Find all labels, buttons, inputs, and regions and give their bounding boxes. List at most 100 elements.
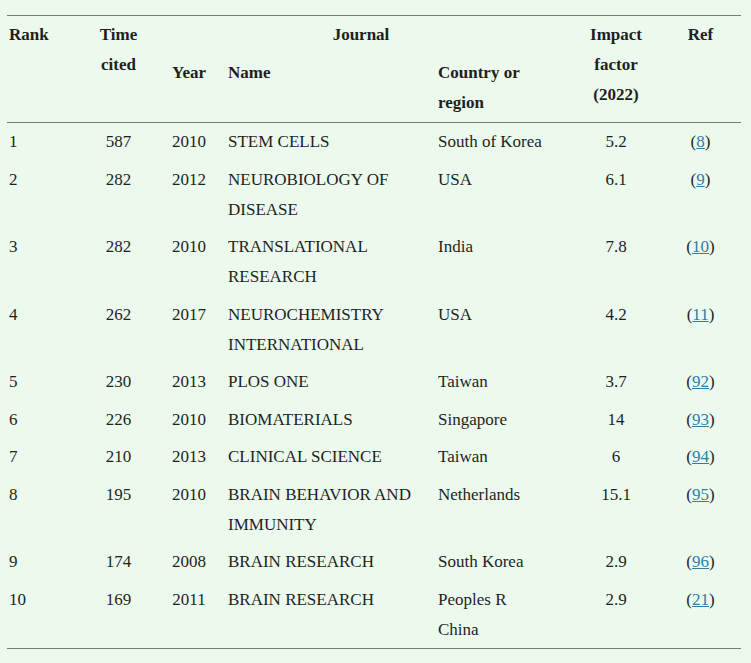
- cell-time-cited: 195: [87, 476, 150, 544]
- ref-link[interactable]: 8: [696, 132, 705, 151]
- cell-year: 2011: [150, 581, 228, 649]
- cell-rank: 1: [7, 123, 87, 161]
- ref-link[interactable]: 11: [692, 305, 708, 324]
- header-row-top: Rank Time cited Journal Impact factor (2…: [7, 16, 741, 55]
- ref-link[interactable]: 21: [692, 590, 709, 609]
- cell-ref: (93): [660, 401, 741, 439]
- ref-link[interactable]: 92: [692, 372, 709, 391]
- ref-link[interactable]: 9: [696, 170, 705, 189]
- ref-paren-close: ): [709, 552, 715, 571]
- cell-rank: 7: [7, 438, 87, 476]
- cell-impact-factor: 4.2: [572, 296, 660, 364]
- cell-journal-name: BIOMATERIALS: [228, 401, 438, 439]
- col-header-journal-group: Journal: [150, 16, 572, 55]
- cell-time-cited: 230: [87, 363, 150, 401]
- cell-impact-factor: 6: [572, 438, 660, 476]
- ref-link[interactable]: 93: [692, 410, 709, 429]
- table-body: 1 587 2010 STEM CELLS South of Korea 5.2…: [7, 123, 741, 649]
- cell-journal-name: CLINICAL SCIENCE: [228, 438, 438, 476]
- col-header-ref: Ref: [660, 16, 741, 123]
- cell-journal-name: BRAIN RESEARCH: [228, 543, 438, 581]
- cell-year: 2013: [150, 363, 228, 401]
- table-row: 7 210 2013 CLINICAL SCIENCE Taiwan 6 (94…: [7, 438, 741, 476]
- cell-impact-factor: 6.1: [572, 161, 660, 229]
- cell-country: South Korea: [438, 543, 572, 581]
- cell-country: Singapore: [438, 401, 572, 439]
- cell-time-cited: 174: [87, 543, 150, 581]
- cell-impact-factor: 2.9: [572, 543, 660, 581]
- cell-ref: (11): [660, 296, 741, 364]
- table-row: 2 282 2012 NEUROBIOLOGY OF DISEASE USA 6…: [7, 161, 741, 229]
- cell-year: 2008: [150, 543, 228, 581]
- col-header-impact-factor: Impact factor (2022): [572, 16, 660, 123]
- table-row: 10 169 2011 BRAIN RESEARCH Peoples R Chi…: [7, 581, 741, 649]
- table-row: 5 230 2013 PLOS ONE Taiwan 3.7 (92): [7, 363, 741, 401]
- col-header-rank: Rank: [7, 16, 87, 123]
- cell-country: Peoples R China: [438, 581, 572, 649]
- ref-paren-close: ): [709, 485, 715, 504]
- ref-link[interactable]: 95: [692, 485, 709, 504]
- cell-rank: 10: [7, 581, 87, 649]
- cell-journal-name: STEM CELLS: [228, 123, 438, 161]
- ref-paren-close: ): [705, 132, 711, 151]
- cell-time-cited: 282: [87, 161, 150, 229]
- cell-country: USA: [438, 161, 572, 229]
- cell-year: 2013: [150, 438, 228, 476]
- cell-journal-name: NEUROBIOLOGY OF DISEASE: [228, 161, 438, 229]
- table-row: 8 195 2010 BRAIN BEHAVIOR AND IMMUNITY N…: [7, 476, 741, 544]
- table-row: 6 226 2010 BIOMATERIALS Singapore 14 (93…: [7, 401, 741, 439]
- cited-journals-table: Rank Time cited Journal Impact factor (2…: [7, 15, 741, 649]
- ref-paren-close: ): [709, 590, 715, 609]
- cell-country: Taiwan: [438, 438, 572, 476]
- ref-paren-close: ): [709, 372, 715, 391]
- table-header: Rank Time cited Journal Impact factor (2…: [7, 16, 741, 123]
- table-row: 9 174 2008 BRAIN RESEARCH South Korea 2.…: [7, 543, 741, 581]
- cell-time-cited: 226: [87, 401, 150, 439]
- cell-time-cited: 282: [87, 228, 150, 296]
- col-header-year: Year: [150, 54, 228, 123]
- cell-journal-name: BRAIN RESEARCH: [228, 581, 438, 649]
- ref-paren-close: ): [705, 170, 711, 189]
- cell-journal-name: TRANSLATIONAL RESEARCH: [228, 228, 438, 296]
- cell-year: 2017: [150, 296, 228, 364]
- cell-rank: 5: [7, 363, 87, 401]
- cell-ref: (94): [660, 438, 741, 476]
- cell-year: 2010: [150, 123, 228, 161]
- cell-ref: (92): [660, 363, 741, 401]
- ref-paren-close: ): [709, 410, 715, 429]
- cell-rank: 9: [7, 543, 87, 581]
- cell-rank: 3: [7, 228, 87, 296]
- cell-ref: (8): [660, 123, 741, 161]
- table-row: 3 282 2010 TRANSLATIONAL RESEARCH India …: [7, 228, 741, 296]
- cell-impact-factor: 14: [572, 401, 660, 439]
- cell-rank: 8: [7, 476, 87, 544]
- cell-ref: (9): [660, 161, 741, 229]
- cell-country: India: [438, 228, 572, 296]
- cell-time-cited: 262: [87, 296, 150, 364]
- cell-rank: 2: [7, 161, 87, 229]
- cell-year: 2012: [150, 161, 228, 229]
- cell-time-cited: 587: [87, 123, 150, 161]
- cell-ref: (95): [660, 476, 741, 544]
- cell-impact-factor: 5.2: [572, 123, 660, 161]
- cell-ref: (10): [660, 228, 741, 296]
- ref-paren-close: ): [709, 447, 715, 466]
- cell-time-cited: 210: [87, 438, 150, 476]
- table-row: 1 587 2010 STEM CELLS South of Korea 5.2…: [7, 123, 741, 161]
- table-row: 4 262 2017 NEUROCHEMISTRY INTERNATIONAL …: [7, 296, 741, 364]
- cell-time-cited: 169: [87, 581, 150, 649]
- ref-link[interactable]: 10: [692, 237, 709, 256]
- cell-impact-factor: 3.7: [572, 363, 660, 401]
- cell-year: 2010: [150, 401, 228, 439]
- ref-paren-close: ): [709, 305, 715, 324]
- cell-year: 2010: [150, 228, 228, 296]
- ref-link[interactable]: 96: [692, 552, 709, 571]
- cell-ref: (21): [660, 581, 741, 649]
- ref-paren-close: ): [709, 237, 715, 256]
- ref-link[interactable]: 94: [692, 447, 709, 466]
- cell-rank: 6: [7, 401, 87, 439]
- cell-journal-name: PLOS ONE: [228, 363, 438, 401]
- cell-ref: (96): [660, 543, 741, 581]
- cell-impact-factor: 2.9: [572, 581, 660, 649]
- cell-year: 2010: [150, 476, 228, 544]
